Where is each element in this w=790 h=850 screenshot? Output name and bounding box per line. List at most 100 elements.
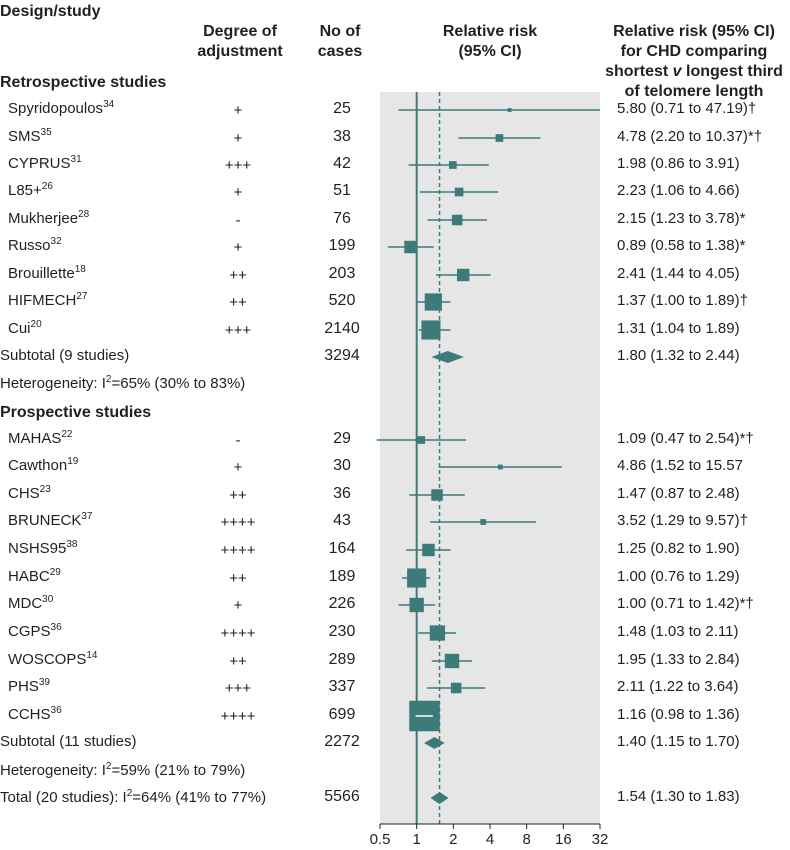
ci-text: 1.98 (0.86 to 3.91) xyxy=(617,155,740,172)
section-prospective: Prospective studies xyxy=(0,404,152,421)
ci-text: 4.78 (2.20 to 10.37)*† xyxy=(617,128,763,145)
study-name: Russo32 xyxy=(8,236,62,255)
header-rr-detail-text: Relative risk (95% CI) for CHD comparing… xyxy=(605,23,783,100)
adjustment-value: ++ xyxy=(229,653,247,670)
point-estimate xyxy=(451,214,463,226)
point-estimate xyxy=(495,134,504,142)
ci-text: 0.89 (0.58 to 1.38)* xyxy=(617,237,746,254)
pooled-diamond xyxy=(424,737,445,749)
header-design-text: Design/study xyxy=(0,3,101,20)
x-tick-label: 1 xyxy=(412,831,420,848)
ci-text: 1.47 (0.87 to 2.48) xyxy=(617,485,740,502)
study-name: CCHS36 xyxy=(8,705,62,724)
x-tick-label: 16 xyxy=(555,831,572,848)
cases-value: 42 xyxy=(333,155,351,172)
header-adjustment: Degree of adjustment xyxy=(190,2,290,62)
point-estimate xyxy=(421,320,441,340)
cases-value: 30 xyxy=(333,457,351,474)
header-adjustment-text: Degree of adjustment xyxy=(197,23,283,60)
cases-value: 3294 xyxy=(324,347,360,364)
header-rr: Relative risk (95% CI) xyxy=(400,2,580,62)
study-name: WOSCOPS14 xyxy=(8,650,98,669)
adjustment-value: ++ xyxy=(229,487,247,504)
point-estimate xyxy=(454,187,464,197)
ci-text: 1.00 (0.71 to 1.42)*† xyxy=(617,595,754,612)
total-label: Total (20 studies): I2=64% (41% to 77%) xyxy=(0,788,267,807)
ci-text: 1.40 (1.15 to 1.70) xyxy=(617,733,740,750)
cases-value: 29 xyxy=(333,430,351,447)
study-name: CHS23 xyxy=(8,484,51,503)
ci-text: 2.41 (1.44 to 4.05) xyxy=(617,265,740,282)
cases-value: 699 xyxy=(328,706,356,723)
adjustment-value: +++ xyxy=(224,680,252,697)
ci-text: 1.95 (1.33 to 2.84) xyxy=(617,651,740,668)
adjustment-value: + xyxy=(233,184,243,201)
study-name: MDC30 xyxy=(8,594,54,613)
adjustment-value: +++ xyxy=(224,322,252,339)
adjustment-value: + xyxy=(233,239,243,256)
point-estimate xyxy=(456,268,470,282)
cases-value: 2140 xyxy=(324,320,360,337)
x-tick-label: 2 xyxy=(449,831,457,848)
study-name: PHS39 xyxy=(8,677,50,696)
adjustment-value: ++++ xyxy=(220,542,256,559)
heterogeneity-retro: Heterogeneity: I2=65% (30% to 83%) xyxy=(0,374,246,393)
cases-value: 36 xyxy=(333,485,351,502)
ci-text: 2.15 (1.23 to 3.78)* xyxy=(617,210,746,227)
point-estimate xyxy=(448,161,457,169)
ci-text: 2.11 (1.22 to 3.64) xyxy=(617,678,739,695)
pooled-diamond xyxy=(430,792,449,804)
header-rr-text: Relative risk (95% CI) xyxy=(442,23,538,60)
ci-text: 1.31 (1.04 to 1.89) xyxy=(617,320,740,337)
cases-value: 25 xyxy=(333,100,351,117)
point-estimate xyxy=(444,653,460,669)
ci-text: 4.86 (1.52 to 15.57 xyxy=(617,457,743,474)
point-estimate xyxy=(407,568,427,588)
subtotal-label: Subtotal (9 studies) xyxy=(0,347,130,364)
cases-value: 76 xyxy=(333,210,351,227)
point-estimate xyxy=(507,108,512,112)
adjustment-value: + xyxy=(233,130,243,147)
point-estimate xyxy=(409,597,424,613)
cases-value: 520 xyxy=(328,292,356,309)
section-retrospective: Retrospective studies xyxy=(0,74,167,91)
ci-text: 1.25 (0.82 to 1.90) xyxy=(617,540,740,557)
ci-text: 1.80 (1.32 to 2.44) xyxy=(617,347,740,364)
study-name: BRUNECK37 xyxy=(8,511,93,530)
pooled-diamond xyxy=(431,351,464,363)
ci-text: 3.52 (1.29 to 9.57)† xyxy=(617,512,748,529)
adjustment-value: + xyxy=(233,597,243,614)
study-name: SMS35 xyxy=(8,127,52,146)
cases-value: 38 xyxy=(333,128,351,145)
study-name: Mukherjee28 xyxy=(8,209,90,228)
point-estimate xyxy=(497,464,503,470)
cases-value: 5566 xyxy=(324,788,360,805)
cases-value: 43 xyxy=(333,512,351,529)
x-tick-label: 8 xyxy=(522,831,530,848)
adjustment-value: ++ xyxy=(229,294,247,311)
header-design: Design/study xyxy=(0,2,100,22)
cases-value: 289 xyxy=(328,651,356,668)
cases-value: 230 xyxy=(328,623,356,640)
study-name: CYPRUS31 xyxy=(8,154,82,173)
ci-text: 1.48 (1.03 to 2.11) xyxy=(617,623,739,640)
header-cases-text: No of cases xyxy=(317,23,363,60)
x-tick-label: 4 xyxy=(486,831,494,848)
adjustment-value: ++ xyxy=(229,267,247,284)
study-name: Brouillette18 xyxy=(8,264,86,283)
x-tick-label: 0.5 xyxy=(370,831,391,848)
adjustment-value: - xyxy=(235,432,241,449)
adjustment-value: + xyxy=(233,459,243,476)
cases-value: 226 xyxy=(328,595,356,612)
ci-text: 5.80 (0.71 to 47.19)† xyxy=(617,100,757,117)
cases-value: 51 xyxy=(333,182,351,199)
adjustment-value: + xyxy=(233,102,243,119)
study-name: MAHAS22 xyxy=(8,429,73,448)
ci-text: 1.54 (1.30 to 1.83) xyxy=(617,788,740,805)
study-name: CGPS36 xyxy=(8,622,62,641)
point-estimate xyxy=(422,543,435,557)
point-estimate xyxy=(429,625,446,641)
point-estimate xyxy=(431,489,443,501)
adjustment-value: ++++ xyxy=(220,625,256,642)
x-tick-label: 32 xyxy=(592,831,609,848)
